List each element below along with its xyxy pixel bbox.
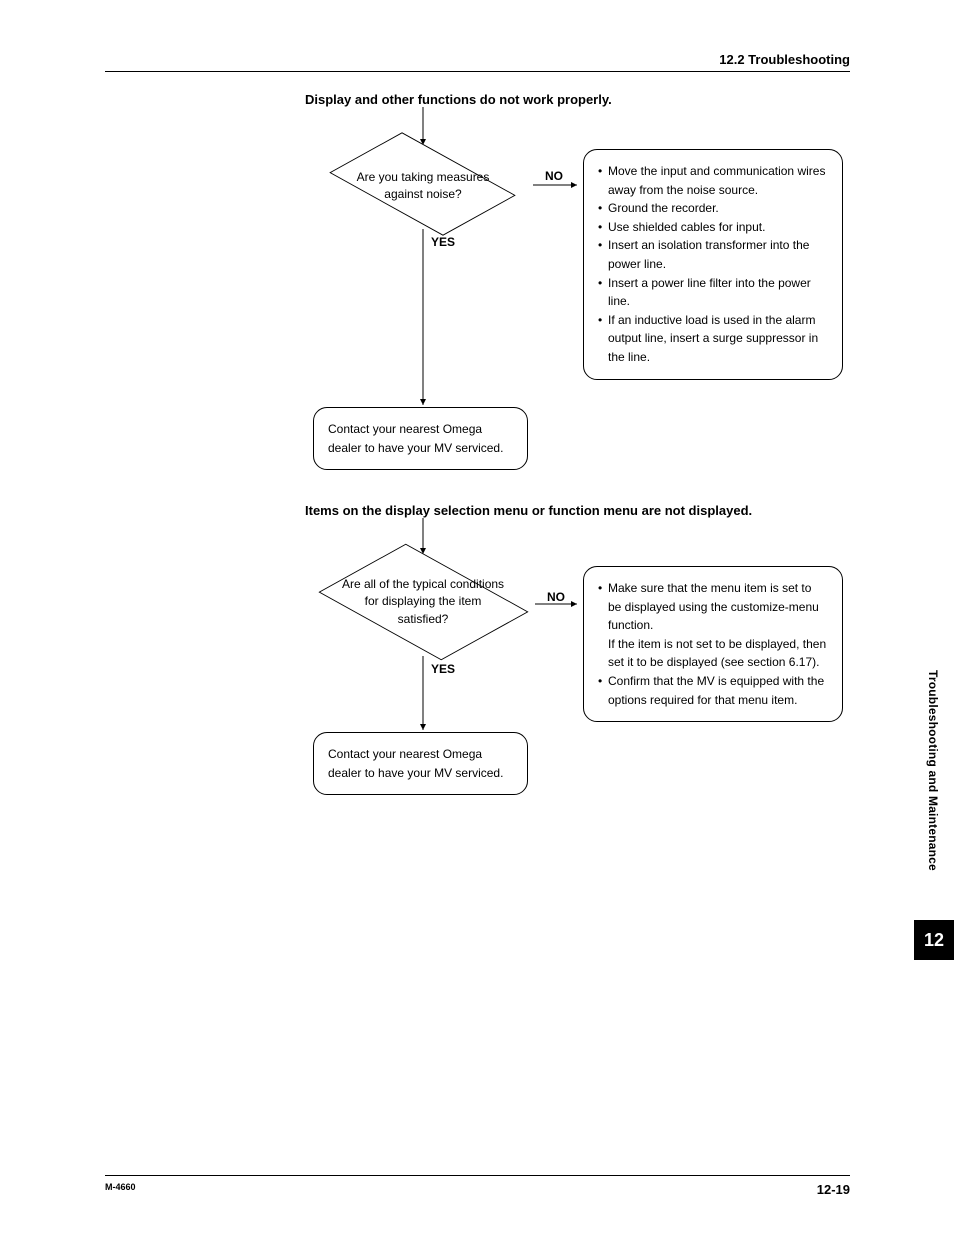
flow2-heading: Items on the display selection menu or f…	[305, 503, 850, 518]
list-item: Insert an isolation transformer into the…	[598, 236, 828, 273]
list-item: If an inductive load is used in the alar…	[598, 311, 828, 367]
chapter-badge: 12	[914, 920, 954, 960]
no-result-box-2: Make sure that the menu item is set to b…	[583, 566, 843, 722]
decision-text-1: Are you taking measures against noise?	[338, 169, 508, 204]
flowchart-2: Are all of the typical conditions for di…	[305, 518, 850, 808]
section-header: 12.2 Troubleshooting	[105, 52, 850, 72]
yes-result-box-1: Contact your nearest Omega dealer to hav…	[313, 407, 528, 470]
side-tab-label: Troubleshooting and Maintenance	[926, 670, 940, 871]
list-item: Confirm that the MV is equipped with the…	[598, 672, 828, 709]
no-result-list-2: Make sure that the menu item is set to b…	[598, 579, 828, 709]
no-label-1: NO	[545, 169, 563, 183]
list-item: Insert a power line filter into the powe…	[598, 274, 828, 311]
list-item: Move the input and communication wires a…	[598, 162, 828, 199]
list-item: Make sure that the menu item is set to b…	[598, 579, 828, 672]
no-result-box-1: Move the input and communication wires a…	[583, 149, 843, 380]
footer-left: M-4660	[105, 1182, 136, 1197]
yes-label-2: YES	[431, 662, 455, 676]
side-tab: Troubleshooting and Maintenance 12	[914, 670, 954, 970]
decision-text-2: Are all of the typical conditions for di…	[338, 576, 508, 628]
no-label-2: NO	[547, 590, 565, 604]
flow1-heading: Display and other functions do not work …	[305, 92, 850, 107]
yes-label-1: YES	[431, 235, 455, 249]
flowchart-1: Are you taking measures against noise? N…	[305, 107, 850, 477]
list-item: Ground the recorder.	[598, 199, 828, 218]
footer-right: 12-19	[817, 1182, 850, 1197]
yes-result-box-2: Contact your nearest Omega dealer to hav…	[313, 732, 528, 795]
no-result-list-1: Move the input and communication wires a…	[598, 162, 828, 367]
list-item: Use shielded cables for input.	[598, 218, 828, 237]
page-footer: M-4660 12-19	[105, 1175, 850, 1197]
